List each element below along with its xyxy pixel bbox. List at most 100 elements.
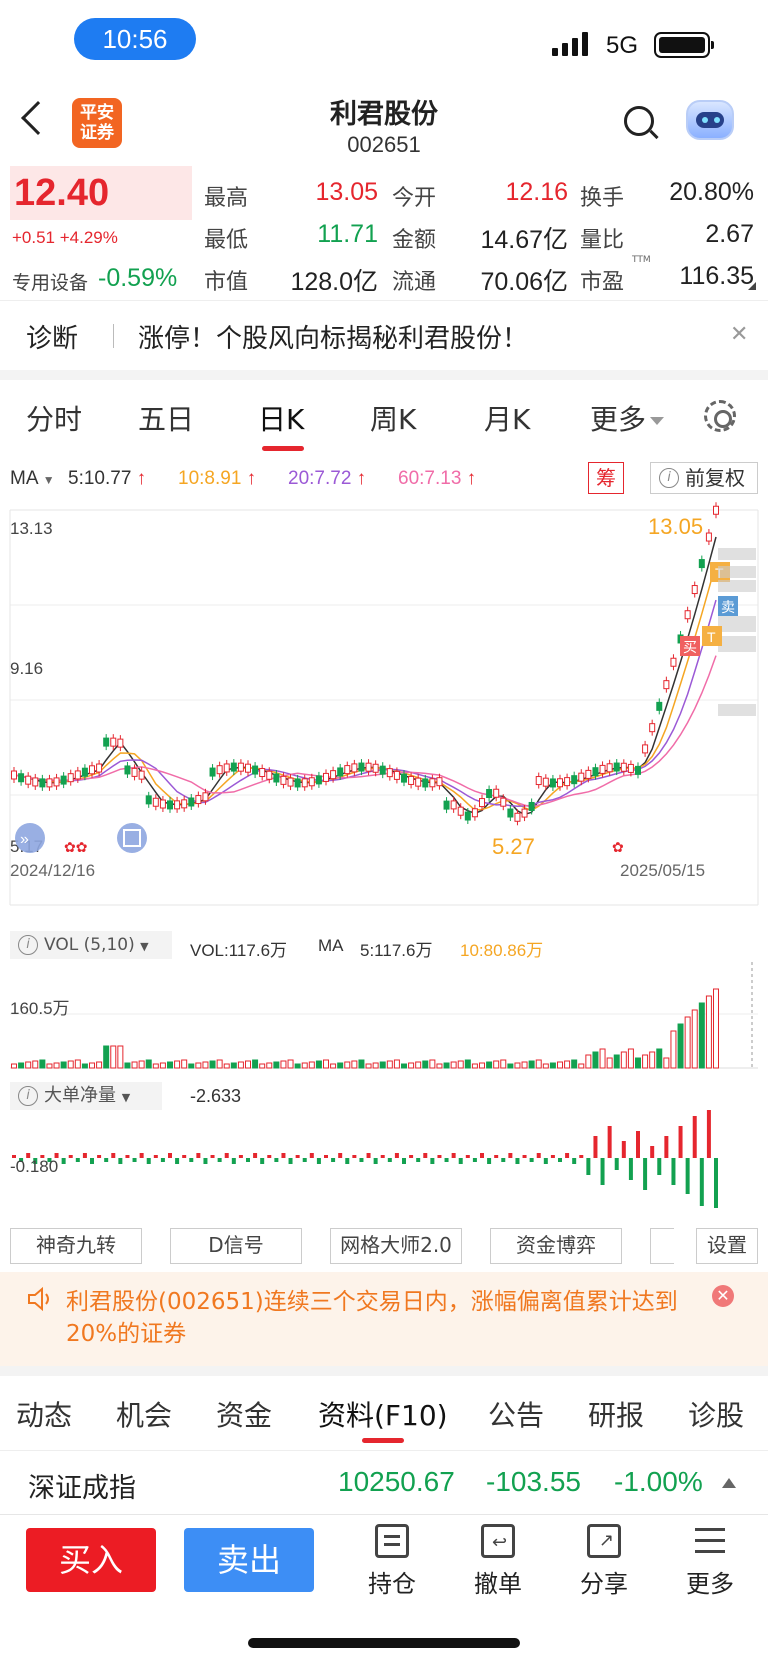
more-tool-button[interactable] [650,1228,674,1264]
volume-bar [32,1060,39,1069]
settings-gear-icon[interactable] [704,400,736,432]
diagnosis-label: 诊断 [26,324,79,354]
tab-five-day[interactable]: 五日 [138,403,195,436]
volume-bar [181,1059,188,1069]
net-flow-chart[interactable]: -0.180 [0,1110,768,1222]
net-flow-selector[interactable]: i 大单净量 ▼ [10,1082,162,1110]
caret-down-icon: ▼ [140,940,149,953]
tab-daily-k[interactable]: 日K [258,403,305,436]
volume-bar [542,1063,549,1069]
speaker-icon [28,1286,49,1312]
volume-bar [230,1062,237,1069]
candle [358,759,365,776]
tab-research[interactable]: 研报 [588,1399,645,1432]
search-icon[interactable] [624,106,654,136]
magic-nine-button[interactable]: 神奇九转 [10,1228,142,1264]
candle [273,769,280,786]
candle [152,794,159,811]
tab-weekly-k[interactable]: 周K [370,403,417,436]
net-flow-bar [288,1158,293,1164]
net-flow-bar [550,1155,555,1158]
diagnosis-bar[interactable] [0,300,768,370]
notice-banner [0,1272,768,1366]
candle [500,794,507,811]
index-pct: -1.00% [614,1466,703,1497]
diagnosis-text[interactable]: 涨停！个股风向标揭秘利君股份！ [138,324,529,354]
cancel-order-button[interactable]: ↩ 撤单 [458,1524,538,1599]
volume-bar [599,1048,606,1069]
tab-more[interactable]: 更多 [590,398,665,438]
share-icon: ↗ [587,1524,621,1558]
volume-bar [479,1062,485,1069]
tab-funds[interactable]: 资金 [216,1399,273,1432]
home-indicator[interactable] [248,1638,520,1648]
candle [39,774,46,791]
kline-chart[interactable]: T 卖 [0,500,768,920]
tab-monthly-k[interactable]: 月K [484,403,531,436]
candle [542,774,549,791]
assistant-robot-icon[interactable] [686,100,734,140]
tab-opportunity[interactable]: 机会 [116,1399,173,1432]
ma-line [13,536,717,816]
tab-timeshare[interactable]: 分时 [26,403,83,436]
close-icon[interactable]: ✕ [712,1285,734,1307]
volume-selector[interactable]: i VOL (5,10) ▼ [10,931,172,959]
chip-distribution-button[interactable]: 筹 [588,462,624,494]
candle [344,761,351,778]
hold-band-4 [718,548,756,560]
broker-logo: 平安 证券 [72,98,122,148]
ma10-value: 10:8.91 ↑ [178,468,257,489]
net-flow-bar [494,1155,499,1158]
notice-text[interactable]: 利君股份(002651)连续三个交易日内，涨幅偏离值累计达到20%的证券 [66,1289,678,1347]
net-flow-bar [515,1158,520,1164]
position-button[interactable]: 持仓 [352,1524,432,1599]
scroll-left-button[interactable]: » [15,823,45,853]
net-flow-bar [302,1158,307,1162]
index-change: -103.55 [486,1466,581,1497]
volume-bar [429,1059,436,1069]
net-flow-bar [458,1158,463,1164]
tools-settings-button[interactable]: 设置 [696,1228,758,1264]
net-flow-bar [586,1158,591,1175]
expand-corner-icon[interactable] [748,282,756,290]
volume-bar [81,1063,88,1069]
net-flow-bar [600,1158,605,1185]
status-time: 10:56 [74,18,196,60]
ma-selector[interactable]: MA ▼ [10,468,55,490]
tab-news[interactable]: 动态 [16,1399,73,1432]
volume-bar [124,1062,131,1069]
d-signal-button[interactable]: D信号 [170,1228,302,1264]
volume-bar [379,1061,386,1069]
net-flow-bar [373,1158,378,1164]
candle [422,774,429,791]
fund-game-button[interactable]: 资金博弈 [490,1228,622,1264]
tab-f10[interactable]: 资料(F10) [318,1399,448,1432]
index-value: 10250.67 [338,1466,455,1497]
net-flow-bar [146,1158,151,1164]
sell-button[interactable]: 卖出 [184,1528,314,1592]
candle [159,796,166,813]
volume-bar [46,1063,53,1069]
industry-name[interactable]: 专用设备 [12,272,89,294]
volume-chart[interactable]: 160.5万 [0,962,768,1072]
candle [96,760,103,777]
expand-up-icon[interactable] [722,1478,736,1488]
volume-bar [372,1062,379,1069]
share-button[interactable]: ↗ 分享 [564,1524,644,1599]
net-flow-bar [706,1110,711,1158]
volume-bar [195,1062,202,1069]
tab-announcement[interactable]: 公告 [488,1399,545,1432]
adjust-selector[interactable]: i 前复权 [650,462,758,494]
buy-button[interactable]: 买入 [26,1528,156,1592]
grid-master-button[interactable]: 网格大师2.0 [330,1228,462,1264]
more-button[interactable]: 更多 [670,1524,750,1599]
fullscreen-button[interactable] [117,823,147,853]
index-ticker[interactable] [0,1450,768,1514]
candle [606,759,613,776]
adjust-label: 前复权 [685,466,745,490]
event-icon-2: ✿ [612,839,624,855]
candle [627,760,634,777]
net-flow-bar [345,1158,350,1164]
close-icon[interactable]: ✕ [730,322,749,347]
tab-diagnosis[interactable]: 诊股 [688,1399,745,1432]
